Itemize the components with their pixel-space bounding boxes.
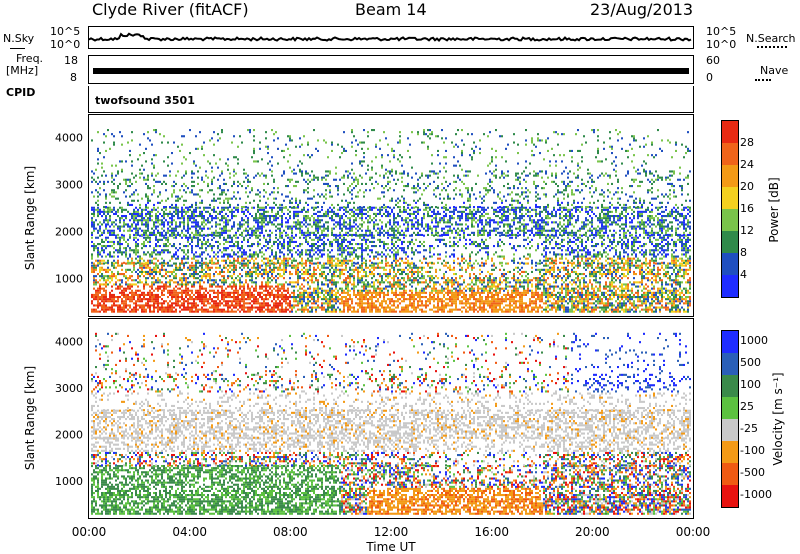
velocity-colorbar-label: Velocity [m s⁻¹] — [771, 372, 785, 465]
velocity-colorbar — [721, 330, 739, 508]
noise-trace — [89, 32, 692, 42]
freq-tick-bottom: 8 — [70, 71, 77, 84]
velocity-ytick-label: 4000 — [55, 335, 83, 348]
x-axis-label: Time UT — [365, 540, 416, 554]
noise-panel — [88, 26, 694, 49]
velocity-colorbar-tick: 100 — [740, 378, 761, 391]
noise-tick-left-bottom: 10^0 — [50, 38, 81, 51]
x-tick-label: 20:00 — [575, 525, 610, 539]
power-colorbar-tick: 16 — [740, 202, 754, 215]
x-tick-label: 00:00 — [676, 525, 711, 539]
nsky-legend-line — [10, 48, 25, 49]
velocity-colorbar-tick: 500 — [740, 356, 761, 369]
power-ytick-label: 2000 — [55, 226, 83, 239]
station-title: Clyde River (fitACF) — [92, 0, 249, 19]
cpid-label: CPID — [6, 86, 36, 99]
power-colorbar-tick: 20 — [740, 180, 754, 193]
noise-tick-left-top: 10^5 — [50, 25, 81, 38]
freq-tick-top: 18 — [64, 54, 78, 67]
power-ytick-label: 1000 — [55, 273, 83, 286]
power-y-axis: Slant Range [km] 1000 2000 3000 4000 — [23, 132, 83, 286]
velocity-ytick-label: 2000 — [55, 428, 83, 441]
power-colorbar-label: Power [dB] — [767, 177, 781, 242]
date-title: 23/Aug/2013 — [590, 0, 694, 19]
x-tick-label: 12:00 — [374, 525, 409, 539]
velocity-ylabel: Slant Range [km] — [23, 366, 37, 470]
velocity-ytick-label: 3000 — [55, 382, 83, 395]
power-colorbar-tick: 12 — [740, 224, 754, 237]
power-ytick-label: 3000 — [55, 179, 83, 192]
time-x-axis: Time UT 00:00 04:00 08:00 12:00 16:00 20:00 00… — [72, 525, 711, 554]
noise-tick-right-top: 10^5 — [706, 25, 737, 38]
velocity-ytick-label: 1000 — [55, 475, 83, 488]
velocity-colorbar-tick: 1000 — [740, 334, 768, 347]
power-colorbar-tick: 24 — [740, 158, 754, 171]
nsearch-label: N.Search — [746, 32, 796, 45]
power-ytick-label: 4000 — [55, 132, 83, 145]
freq-label: Freq. — [16, 52, 44, 65]
power-colorbar-tick: 28 — [740, 136, 754, 149]
velocity-panel — [88, 318, 694, 519]
power-colorbar-tick: 4 — [740, 268, 747, 281]
velocity-colorbar-tick: 25 — [740, 400, 754, 413]
x-tick-label: 00:00 — [72, 525, 107, 539]
velocity-colorbar-tick: -1000 — [740, 488, 772, 501]
nave-tick-top: 60 — [706, 54, 720, 67]
velocity-heatmap — [91, 332, 691, 515]
power-colorbar-tick: 8 — [740, 246, 747, 259]
velocity-colorbar-tick: -25 — [740, 422, 758, 435]
noise-tick-right-bottom: 10^0 — [706, 38, 737, 51]
freq-panel — [88, 55, 694, 84]
x-tick-label: 16:00 — [474, 525, 509, 539]
power-ylabel: Slant Range [km] — [23, 166, 37, 270]
cpid-panel: twofsound 3501 — [88, 86, 694, 113]
x-tick-label: 08:00 — [273, 525, 308, 539]
power-colorbar-axis: Power [dB] 4 8 12 16 20 24 28 — [740, 136, 781, 281]
freq-unit: [MHz] — [6, 64, 39, 77]
nave-label: Nave — [760, 64, 789, 77]
power-colorbar — [721, 120, 739, 298]
nsearch-legend-line — [757, 46, 787, 48]
nave-tick-bottom: 0 — [706, 71, 713, 84]
x-tick-label: 04:00 — [172, 525, 207, 539]
velocity-colorbar-axis: Velocity [m s⁻¹] 1000 500 100 25 -25 -100 -500… — [740, 334, 785, 501]
velocity-y-axis: Slant Range [km] 1000 2000 3000 4000 — [23, 335, 83, 488]
beam-title: Beam 14 — [355, 0, 427, 19]
nsky-label: N.Sky — [3, 32, 35, 45]
cpid-value: twofsound 3501 — [95, 94, 195, 107]
nave-legend-line — [755, 79, 771, 81]
power-panel — [88, 114, 694, 317]
velocity-colorbar-tick: -100 — [740, 444, 765, 457]
power-heatmap — [91, 129, 691, 313]
freq-band — [93, 68, 689, 74]
velocity-colorbar-tick: -500 — [740, 466, 765, 479]
